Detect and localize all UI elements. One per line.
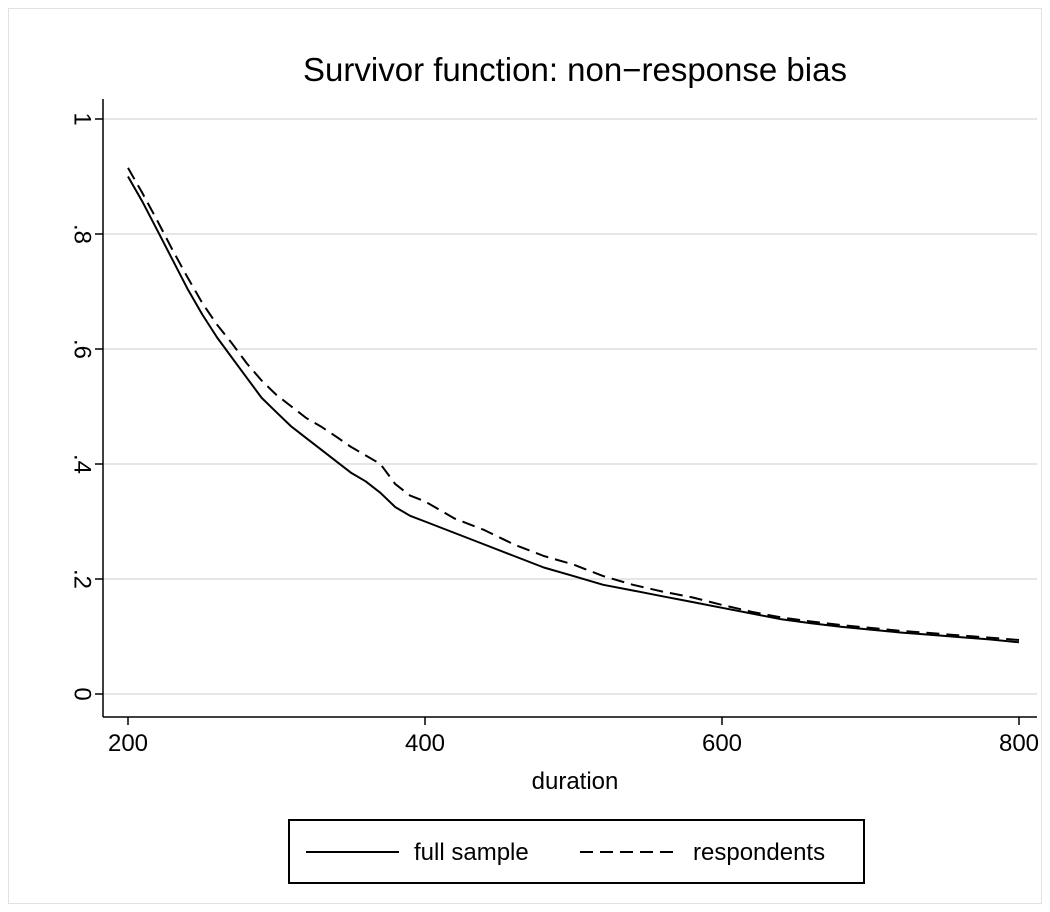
- axes: 0 .2 .4 .6 .8 1 200 400 600 800: [69, 99, 1039, 757]
- legend-box: [288, 819, 865, 884]
- legend-label-full-sample: full sample: [414, 839, 529, 866]
- chart-title: Survivor function: non−response bias: [303, 51, 847, 88]
- x-tick-label-3: 800: [999, 730, 1039, 757]
- legend: full sample respondents: [288, 819, 865, 884]
- series-line-respondents: [127, 167, 1020, 641]
- series-layer: [127, 167, 1020, 644]
- gridlines: [103, 118, 1037, 695]
- y-tick-label-1: .2: [69, 569, 96, 589]
- survival-chart: Survivor function: non−response bias 0 .2…: [69, 51, 1039, 884]
- x-tick-label-0: 200: [108, 730, 148, 757]
- series-line-full-sample: [127, 176, 1020, 644]
- x-tick-label-1: 400: [405, 730, 445, 757]
- y-tick-label-2: .4: [69, 454, 96, 474]
- y-tick-label-4: .8: [69, 224, 96, 244]
- chart-frame: Survivor function: non−response bias 0 .2…: [8, 8, 1042, 904]
- y-tick-label-5: 1: [69, 112, 96, 125]
- y-tick-label-0: 0: [69, 687, 96, 700]
- x-axis-title: duration: [532, 768, 619, 795]
- x-tick-label-2: 600: [702, 730, 742, 757]
- legend-label-respondents: respondents: [693, 839, 825, 866]
- y-tick-label-3: .6: [69, 339, 96, 359]
